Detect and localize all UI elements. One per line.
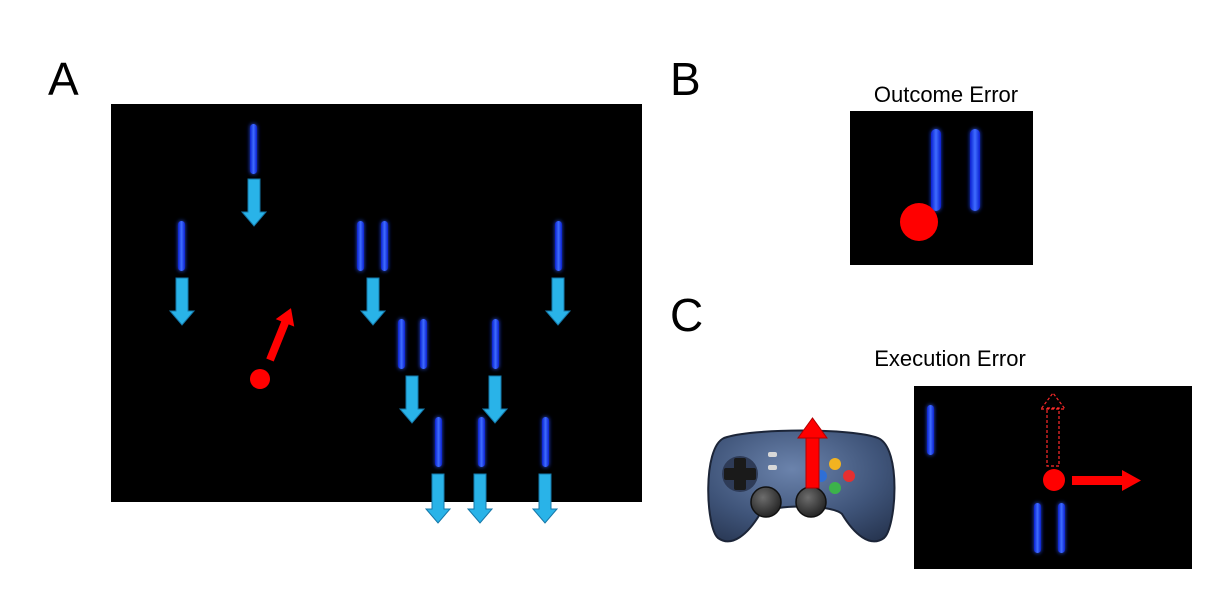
obstacle-bar <box>357 221 364 271</box>
panel-c-title: Execution Error <box>874 346 1026 371</box>
down-arrow-icon <box>168 277 196 326</box>
left-stick-icon <box>750 486 782 518</box>
obstacle-bar <box>970 129 980 211</box>
obstacle-bar <box>1034 503 1041 553</box>
right-stick-icon <box>795 486 827 518</box>
gamepad-icon <box>707 429 896 543</box>
obstacle-bar <box>178 221 185 271</box>
down-arrow-icon <box>424 473 452 524</box>
joystick-up-arrow-icon <box>797 417 828 489</box>
down-arrow-icon <box>531 473 559 524</box>
down-arrow-icon <box>240 178 268 227</box>
player-dot <box>1043 469 1065 491</box>
obstacle-bar <box>927 405 934 455</box>
player-direction-arrow-icon <box>266 308 295 362</box>
obstacle-bar <box>435 417 442 467</box>
down-arrow-icon <box>481 375 509 424</box>
face-button-a-icon <box>829 482 841 494</box>
obstacle-bar <box>381 221 388 271</box>
face-button-y-icon <box>829 458 841 470</box>
panel-a-obstacles <box>178 124 562 467</box>
face-button-b-icon <box>843 470 855 482</box>
obstacle-bar <box>478 417 485 467</box>
down-arrow-icon <box>398 375 426 424</box>
obstacle-bar <box>398 319 405 369</box>
intended-up-arrow-icon <box>1039 392 1067 467</box>
player-dot <box>900 203 938 241</box>
down-arrow-icon <box>466 473 494 524</box>
actual-right-arrow-icon <box>1072 470 1141 491</box>
panel-b-label: B <box>670 53 701 105</box>
select-button-icon <box>768 452 777 457</box>
obstacle-bar <box>250 124 257 174</box>
obstacle-bar <box>542 417 549 467</box>
panel-b-screen <box>850 111 1033 265</box>
down-arrow-icon <box>544 277 572 326</box>
panel-a-label: A <box>48 53 79 105</box>
obstacle-bar <box>931 129 941 211</box>
dpad-icon <box>722 456 758 492</box>
start-button-icon <box>768 465 777 470</box>
panel-c-label: C <box>670 289 703 341</box>
panel-b-screen-background <box>850 111 1033 265</box>
obstacle-bar <box>1058 503 1065 553</box>
down-arrow-icon <box>359 277 387 326</box>
panel-a-motion-arrows <box>168 178 572 524</box>
panel-b-title: Outcome Error <box>874 82 1018 107</box>
obstacle-bar <box>420 319 427 369</box>
obstacle-bar <box>555 221 562 271</box>
obstacle-bar <box>492 319 499 369</box>
player-dot <box>250 369 270 389</box>
panel-c-screen <box>914 386 1192 569</box>
